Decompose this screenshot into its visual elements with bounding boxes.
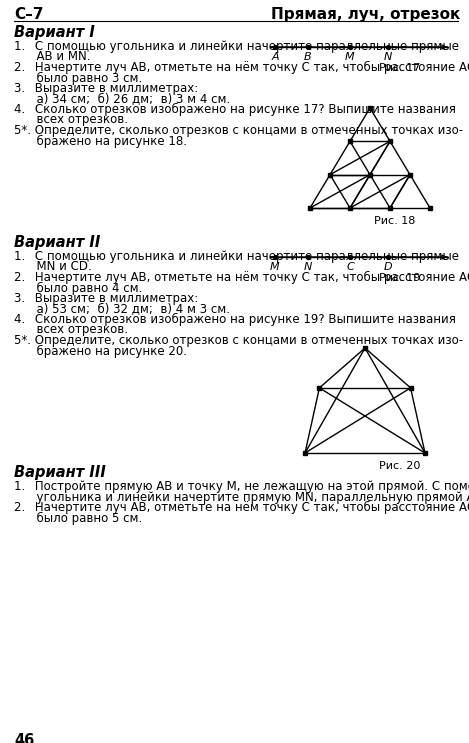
- Text: Вариант I: Вариант I: [14, 25, 95, 40]
- Text: M: M: [345, 52, 355, 62]
- Text: Вариант II: Вариант II: [14, 235, 100, 250]
- Text: всех отрезков.: всех отрезков.: [14, 114, 128, 126]
- Text: 5*. Определите, сколько отрезков с концами в отмеченных точках изо-: 5*. Определите, сколько отрезков с конца…: [14, 334, 463, 347]
- Text: Вариант III: Вариант III: [14, 465, 106, 480]
- Text: 2.  Начертите луч АВ, отметьте на нём точку С так, чтобы расстояние АС: 2. Начертите луч АВ, отметьте на нём точ…: [14, 61, 469, 74]
- Text: 3.  Выразите в миллиметрах:: 3. Выразите в миллиметрах:: [14, 292, 198, 305]
- Text: 2.  Начертите луч АВ, отметьте на нём точку С так, чтобы расстояние АС: 2. Начертите луч АВ, отметьте на нём точ…: [14, 501, 469, 514]
- Text: было равно 3 см.: было равно 3 см.: [14, 71, 142, 85]
- Text: было равно 4 см.: было равно 4 см.: [14, 282, 143, 294]
- Text: 3.  Выразите в миллиметрах:: 3. Выразите в миллиметрах:: [14, 82, 198, 95]
- Text: а) 34 см;  б) 26 дм;  в) 3 м 4 см.: а) 34 см; б) 26 дм; в) 3 м 4 см.: [14, 92, 230, 106]
- Text: С–7: С–7: [14, 7, 44, 22]
- Text: N: N: [384, 52, 392, 62]
- Text: 5*. Определите, сколько отрезков с концами в отмеченных точках изо-: 5*. Определите, сколько отрезков с конца…: [14, 124, 463, 137]
- Text: 1.  Постройте прямую АВ и точку M, не лежащую на этой прямой. С помощью: 1. Постройте прямую АВ и точку M, не леж…: [14, 480, 469, 493]
- Text: B: B: [304, 52, 312, 62]
- Text: 4.  Сколько отрезков изображено на рисунке 19? Выпишите названия: 4. Сколько отрезков изображено на рисунк…: [14, 313, 456, 326]
- Text: M: M: [270, 262, 280, 272]
- Text: АВ и MN.: АВ и MN.: [14, 51, 91, 63]
- Text: 4.  Сколько отрезков изображено на рисунке 17? Выпишите названия: 4. Сколько отрезков изображено на рисунк…: [14, 103, 456, 116]
- Text: C: C: [346, 262, 354, 272]
- Text: 46: 46: [14, 733, 34, 743]
- Text: MN и CD.: MN и CD.: [14, 261, 92, 273]
- Text: Рис. 17: Рис. 17: [379, 63, 421, 73]
- Text: бражено на рисунке 20.: бражено на рисунке 20.: [14, 345, 187, 357]
- Text: 2.  Начертите луч АВ, отметьте на нём точку С так, чтобы расстояние АС: 2. Начертите луч АВ, отметьте на нём точ…: [14, 271, 469, 284]
- Text: 1.  С помощью угольника и линейки начертите параллельные прямые: 1. С помощью угольника и линейки начерти…: [14, 40, 459, 53]
- Text: а) 53 см;  б) 32 дм;  в) 4 м 3 см.: а) 53 см; б) 32 дм; в) 4 м 3 см.: [14, 302, 230, 316]
- Text: Рис. 20: Рис. 20: [379, 461, 421, 471]
- Text: Прямая, луч, отрезок: Прямая, луч, отрезок: [271, 7, 460, 22]
- Text: 1.  С помощью угольника и линейки начертите параллельные прямые: 1. С помощью угольника и линейки начерти…: [14, 250, 459, 263]
- Text: A: A: [271, 52, 279, 62]
- Text: угольника и линейки начертите прямую MN, параллельную прямой АВ.: угольника и линейки начертите прямую MN,…: [14, 490, 469, 504]
- Text: всех отрезков.: всех отрезков.: [14, 323, 128, 337]
- Text: Рис. 19: Рис. 19: [379, 273, 421, 283]
- Text: Рис. 18: Рис. 18: [374, 216, 416, 226]
- Text: бражено на рисунке 18.: бражено на рисунке 18.: [14, 134, 187, 148]
- Text: было равно 5 см.: было равно 5 см.: [14, 511, 142, 525]
- Text: D: D: [384, 262, 392, 272]
- Text: N: N: [304, 262, 312, 272]
